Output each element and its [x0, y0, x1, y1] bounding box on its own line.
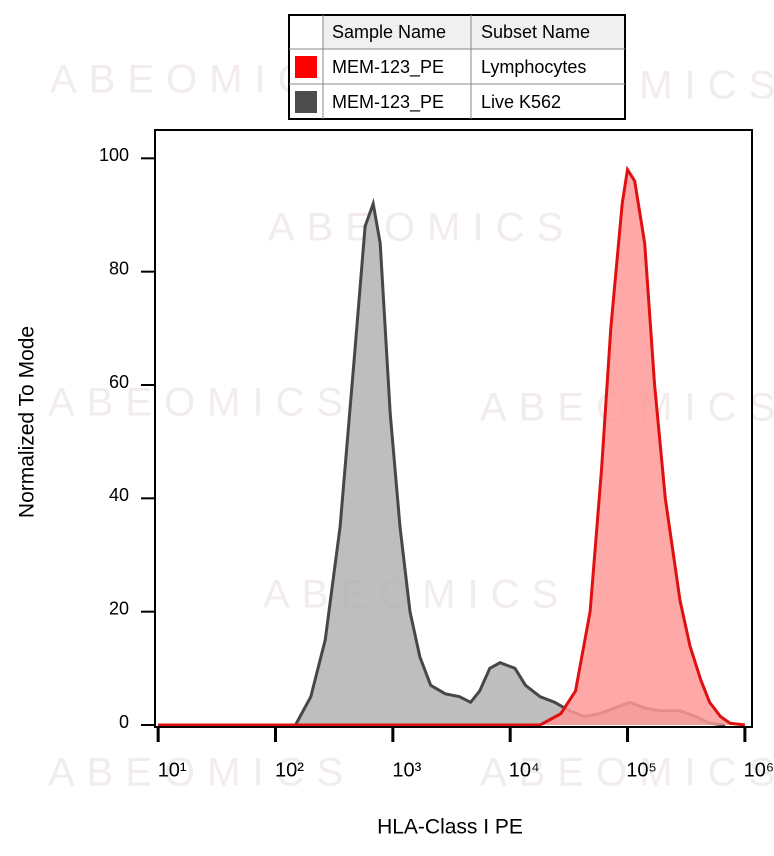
x-tick-label: 10⁴ [509, 759, 540, 781]
legend-label: Live K562 [481, 92, 561, 112]
y-tick-label: 0 [119, 712, 129, 732]
series-line [158, 165, 746, 727]
series-area [158, 169, 745, 725]
x-axis-label: HLA-Class I PE [377, 816, 523, 839]
legend-swatch [295, 56, 317, 78]
x-tick-label: 10⁶ [744, 759, 774, 781]
legend-header-bg [323, 16, 624, 49]
legend-label: Lymphocytes [481, 57, 586, 77]
y-tick-label: 80 [109, 258, 129, 278]
legend-swatch [295, 91, 317, 113]
legend-sample: MEM-123_PE [332, 57, 444, 78]
y-tick-label: 20 [109, 598, 129, 618]
y-tick-label: 40 [109, 485, 129, 505]
y-axis-label: Normalized To Mode [16, 326, 39, 518]
x-tick-label: 10³ [392, 759, 421, 781]
x-tick-label: 10² [275, 759, 304, 781]
legend-header: Subset Name [481, 22, 590, 42]
legend-header: Sample Name [332, 22, 446, 42]
x-tick-label: 10¹ [158, 759, 187, 781]
watermark: ABEOMICS [480, 751, 774, 795]
legend: Sample Name Subset Name MEM-123_PE Lympho… [288, 14, 626, 120]
y-tick-label: 60 [109, 372, 129, 392]
plot-frame [154, 129, 753, 728]
y-tick-label: 100 [99, 145, 129, 165]
watermark: ABEOMICS [263, 573, 570, 617]
x-tick-label: 10⁵ [626, 759, 657, 781]
legend-sample: MEM-123_PE [332, 92, 444, 113]
watermark: ABEOMICS [48, 381, 355, 425]
watermark: ABEOMICS [48, 751, 355, 795]
watermark: ABEOMICS [268, 206, 575, 250]
